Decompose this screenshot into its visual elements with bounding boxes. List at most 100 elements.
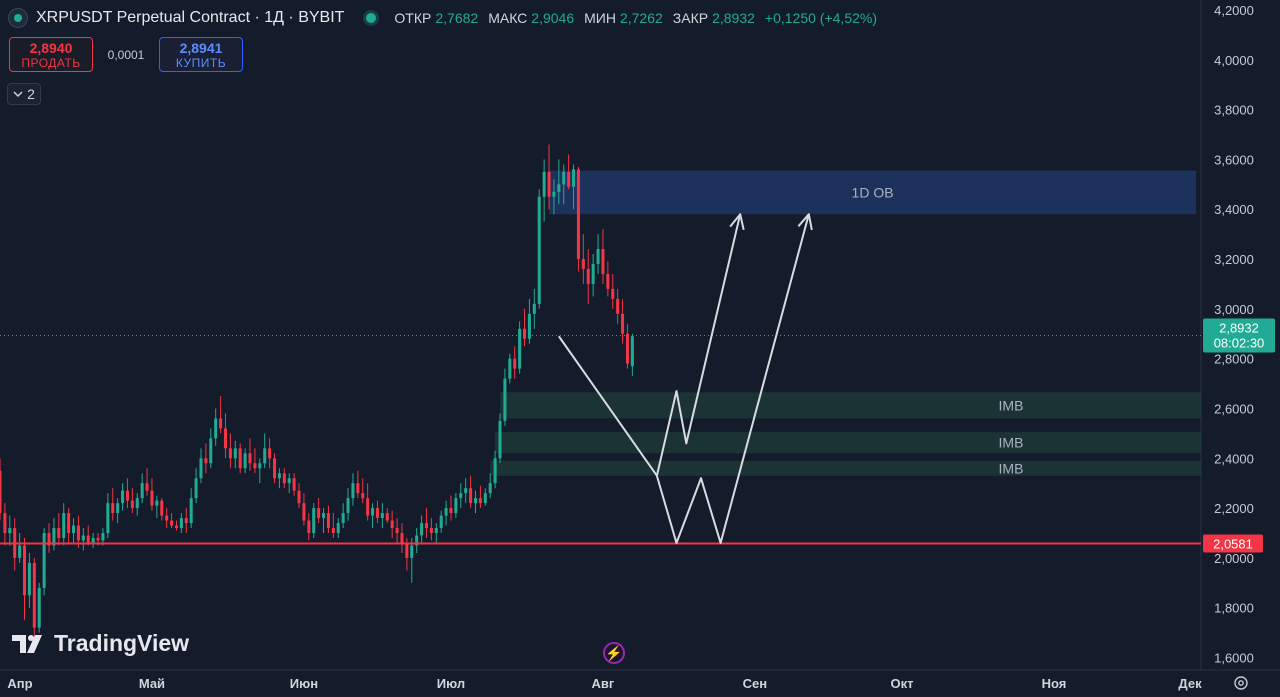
candle-body — [253, 463, 257, 469]
candle — [390, 510, 394, 538]
candle — [591, 254, 595, 297]
candle — [62, 503, 66, 546]
spread-value: 0,0001 — [107, 47, 145, 62]
candle-body — [72, 525, 76, 534]
zone-label-2: IMB — [999, 435, 1024, 451]
gear-icon[interactable] — [1232, 674, 1250, 692]
zone-order-block-0[interactable] — [549, 170, 1197, 215]
candle — [184, 508, 188, 534]
candle — [67, 508, 71, 543]
indicators-toggle-button[interactable]: 2 — [7, 83, 41, 105]
candle — [395, 518, 399, 543]
candle — [37, 582, 41, 633]
candle-body — [22, 545, 27, 596]
projection-path-a[interactable] — [558, 213, 742, 477]
candle — [204, 443, 208, 474]
candle-body — [449, 508, 453, 514]
candle-body — [3, 513, 7, 534]
candle — [277, 468, 281, 489]
candle — [464, 478, 468, 504]
price-axis[interactable]: 4,2000 4,0000 3,8000 3,6000 3,4000 3,2000 3,00… — [1214, 3, 1254, 666]
candle-body — [513, 358, 517, 369]
x-tick-label: Май — [139, 676, 165, 691]
candle-body — [557, 184, 561, 192]
candle — [625, 323, 629, 369]
y-tick-label: 3,0000 — [1214, 302, 1254, 317]
arrowhead-path-b — [797, 213, 813, 231]
trade-panel: 2,8940 ПРОДАТЬ 0,0001 2,8941 КУПИТЬ — [9, 37, 243, 72]
candle — [0, 458, 2, 521]
candle-body — [375, 508, 379, 519]
candle-body — [282, 473, 286, 484]
candle — [439, 510, 443, 534]
candle — [209, 428, 213, 469]
candle — [469, 475, 473, 509]
lightning-icon[interactable]: ⚡ — [603, 642, 625, 664]
candle — [415, 528, 419, 553]
candle-body — [469, 488, 473, 504]
buy-button[interactable]: 2,8941 КУПИТЬ — [159, 37, 243, 72]
symbol-title[interactable]: XRPUSDT Perpetual Contract · 1Д · BYBIT — [36, 9, 345, 26]
candle-body — [312, 508, 316, 534]
time-axis[interactable]: Апр Май Июн Июл Авг Сен Окт Ноя Дек — [7, 676, 1202, 691]
candle — [336, 518, 340, 538]
candle — [57, 513, 61, 546]
zones-layer: 1D OB IMB IMB IMB — [490, 170, 1201, 476]
buy-label: КУПИТЬ — [175, 55, 227, 70]
candle-body — [81, 535, 85, 541]
candle-body — [537, 196, 541, 304]
candle-body — [223, 428, 228, 449]
sell-button[interactable]: 2,8940 ПРОДАТЬ — [9, 37, 93, 72]
candle — [444, 500, 448, 526]
x-tick-label: Апр — [7, 676, 32, 691]
candles-layer — [0, 144, 634, 643]
candle-body — [601, 249, 605, 274]
candle — [199, 448, 203, 484]
candle-body — [155, 500, 159, 506]
candle-body — [346, 498, 350, 514]
candle — [522, 308, 527, 347]
candle-body — [473, 498, 478, 504]
candle — [616, 288, 620, 324]
candle-body — [611, 288, 615, 299]
candle-body — [174, 525, 178, 529]
candle-body — [552, 191, 556, 197]
candle-body — [493, 458, 497, 484]
candle-body — [331, 528, 335, 534]
open-value: 2,7682 — [435, 10, 479, 26]
candle-body — [42, 533, 46, 588]
candle — [91, 533, 95, 548]
candle-body — [145, 483, 149, 491]
zone-imbalance-1[interactable] — [500, 392, 1201, 419]
x-tick-label: Ноя — [1042, 676, 1067, 691]
candle — [429, 518, 433, 541]
projection-path-b[interactable] — [655, 213, 810, 544]
candle — [576, 166, 580, 272]
candle — [8, 515, 12, 546]
candle — [121, 483, 125, 511]
logo-text: TradingView — [54, 630, 190, 656]
candle — [527, 298, 531, 344]
candle-body — [150, 490, 154, 506]
candle — [223, 413, 228, 459]
candle — [263, 433, 267, 469]
candle — [27, 552, 31, 608]
candle — [268, 438, 272, 469]
candle-body — [67, 513, 71, 534]
candle — [513, 346, 517, 379]
tradingview-logo[interactable]: TradingView — [12, 630, 189, 657]
candle-body — [336, 523, 340, 534]
zone-imbalance-3[interactable] — [490, 460, 1201, 476]
candle — [302, 493, 306, 526]
candle-body — [483, 493, 487, 504]
candle — [233, 440, 237, 469]
candle-body — [395, 528, 399, 534]
candle-body — [508, 358, 512, 379]
candle — [356, 470, 360, 499]
candle-body — [277, 473, 281, 479]
candle-body — [542, 171, 546, 197]
symbol-icon[interactable] — [8, 8, 28, 28]
symbol-legend: XRPUSDT Perpetual Contract · 1Д · BYBIT … — [8, 8, 883, 28]
zone-imbalance-2[interactable] — [495, 432, 1201, 454]
